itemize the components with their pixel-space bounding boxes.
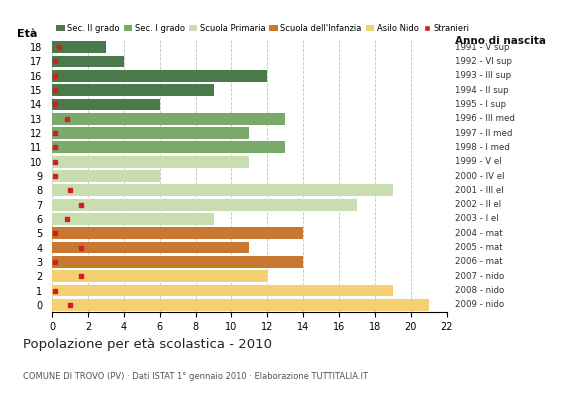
Bar bbox=[52, 142, 285, 153]
Text: 2005 - mat: 2005 - mat bbox=[455, 243, 503, 252]
Text: 2008 - nido: 2008 - nido bbox=[455, 286, 504, 295]
Bar bbox=[52, 70, 267, 82]
Bar bbox=[52, 242, 249, 254]
Text: 2001 - III el: 2001 - III el bbox=[455, 186, 503, 195]
Bar bbox=[52, 127, 249, 139]
Bar bbox=[52, 299, 429, 311]
Text: 1993 - III sup: 1993 - III sup bbox=[455, 71, 511, 80]
Text: 2006 - mat: 2006 - mat bbox=[455, 257, 503, 266]
Text: 1994 - II sup: 1994 - II sup bbox=[455, 86, 509, 95]
Bar bbox=[52, 113, 285, 125]
Text: 2009 - nido: 2009 - nido bbox=[455, 300, 504, 309]
Bar bbox=[52, 156, 249, 168]
Bar bbox=[52, 184, 393, 196]
Text: 1995 - I sup: 1995 - I sup bbox=[455, 100, 506, 109]
Text: Anno di nascita: Anno di nascita bbox=[455, 36, 546, 46]
Bar bbox=[52, 199, 357, 210]
Text: 2000 - IV el: 2000 - IV el bbox=[455, 172, 505, 180]
Text: Popolazione per età scolastica - 2010: Popolazione per età scolastica - 2010 bbox=[23, 338, 272, 351]
Text: 2002 - II el: 2002 - II el bbox=[455, 200, 501, 209]
Legend: Sec. II grado, Sec. I grado, Scuola Primaria, Scuola dell'Infanzia, Asilo Nido, : Sec. II grado, Sec. I grado, Scuola Prim… bbox=[56, 24, 470, 33]
Text: Età: Età bbox=[17, 29, 37, 39]
Text: 1996 - III med: 1996 - III med bbox=[455, 114, 515, 123]
Bar bbox=[52, 285, 393, 296]
Text: COMUNE DI TROVO (PV) · Dati ISTAT 1° gennaio 2010 · Elaborazione TUTTITALIA.IT: COMUNE DI TROVO (PV) · Dati ISTAT 1° gen… bbox=[23, 372, 368, 381]
Text: 1998 - I med: 1998 - I med bbox=[455, 143, 510, 152]
Bar bbox=[52, 98, 160, 110]
Bar bbox=[52, 56, 124, 67]
Bar bbox=[52, 84, 213, 96]
Text: 1999 - V el: 1999 - V el bbox=[455, 157, 502, 166]
Text: 1997 - II med: 1997 - II med bbox=[455, 128, 512, 138]
Bar bbox=[52, 170, 160, 182]
Bar bbox=[52, 227, 303, 239]
Bar bbox=[52, 41, 106, 53]
Text: 2003 - I el: 2003 - I el bbox=[455, 214, 499, 224]
Bar bbox=[52, 213, 213, 225]
Text: 2007 - nido: 2007 - nido bbox=[455, 272, 504, 281]
Bar bbox=[52, 256, 303, 268]
Text: 1992 - VI sup: 1992 - VI sup bbox=[455, 57, 512, 66]
Text: 2004 - mat: 2004 - mat bbox=[455, 229, 503, 238]
Text: 1991 - V sup: 1991 - V sup bbox=[455, 43, 509, 52]
Bar bbox=[52, 270, 267, 282]
